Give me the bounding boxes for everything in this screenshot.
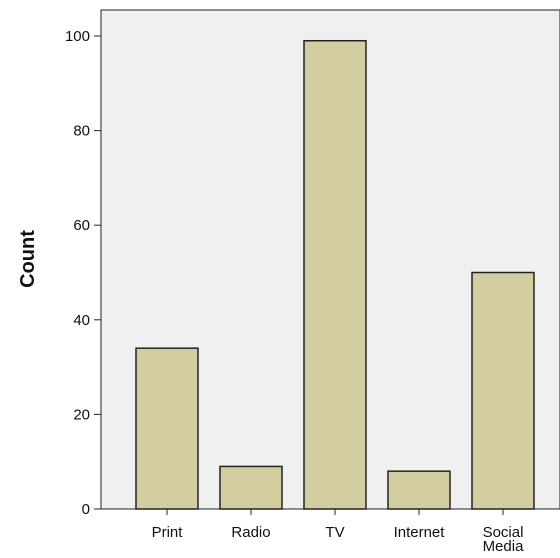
x-tick-label-social-media: Social Media xyxy=(483,524,525,555)
bar-print xyxy=(135,347,199,510)
y-tick-label: 80 xyxy=(73,123,90,140)
x-axis: Print Radio TV Internet Social Media xyxy=(152,509,525,555)
x-tick-label-radio: Radio xyxy=(231,524,270,541)
bar-social-media xyxy=(471,271,535,510)
bar-tv xyxy=(303,39,367,510)
y-tick-label: 60 xyxy=(73,217,90,234)
bar-radio xyxy=(219,465,283,510)
x-tick-label-tv: TV xyxy=(325,524,344,541)
bar-internet xyxy=(387,470,451,510)
y-axis: 0 20 40 60 80 100 xyxy=(65,28,101,518)
x-tick-label-internet: Internet xyxy=(394,524,446,541)
y-tick-label: 100 xyxy=(65,28,90,45)
y-tick-label: 40 xyxy=(73,312,90,329)
y-tick-label: 0 xyxy=(82,501,90,518)
y-axis-title: Count xyxy=(17,230,39,288)
y-tick-label: 20 xyxy=(73,406,90,423)
bars-group xyxy=(135,39,535,510)
x-tick-label-print: Print xyxy=(152,524,184,541)
